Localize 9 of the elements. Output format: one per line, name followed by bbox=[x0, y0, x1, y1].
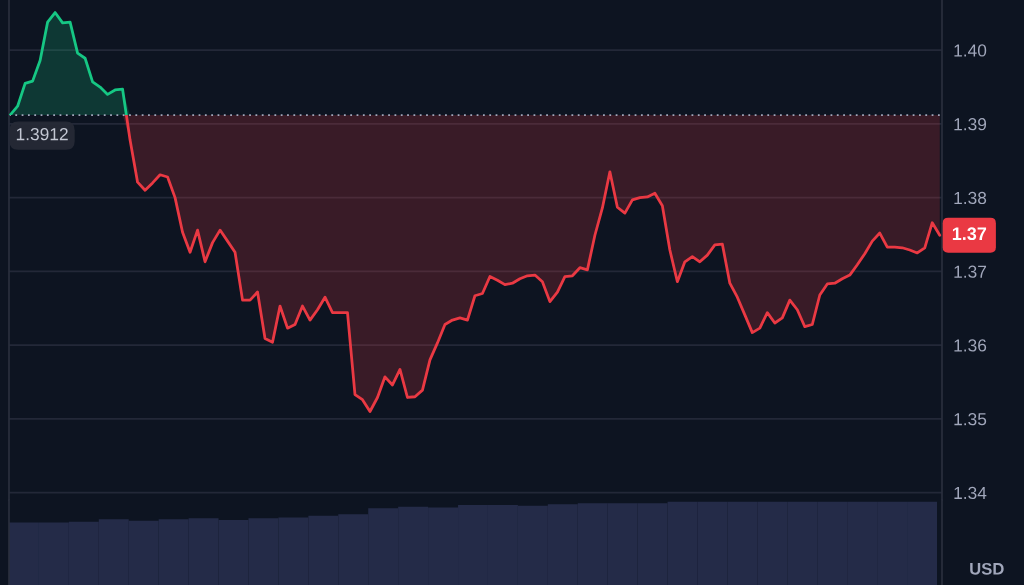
y-tick-label: 1.39 bbox=[954, 118, 987, 131]
y-tick-label: 1.36 bbox=[954, 339, 987, 352]
y-tick-label: 1.35 bbox=[954, 413, 987, 426]
y-tick-label: 1.40 bbox=[954, 44, 987, 57]
ref-line-label: 1.3912 bbox=[16, 128, 68, 141]
y-axis-title: USD bbox=[970, 562, 1004, 575]
y-tick-label: 1.37 bbox=[954, 265, 987, 278]
y-tick-label: 1.38 bbox=[954, 191, 987, 205]
y-tick-label: 1.34 bbox=[954, 486, 987, 500]
